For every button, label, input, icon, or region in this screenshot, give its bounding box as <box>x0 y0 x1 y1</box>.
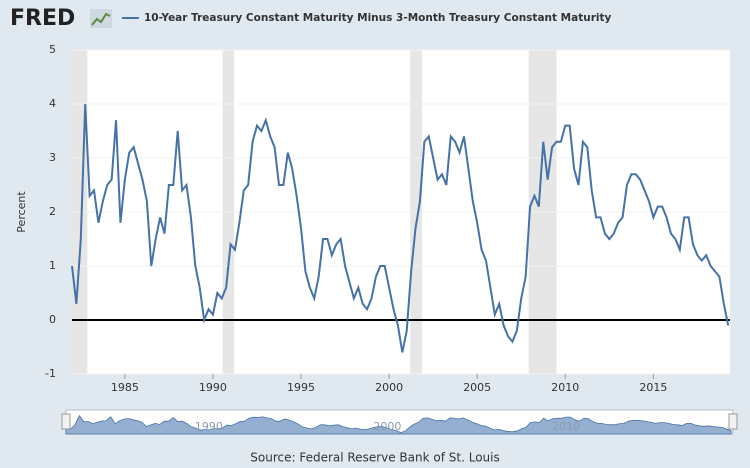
y-tick-label: 3 <box>49 151 56 164</box>
navigator-area <box>65 414 732 435</box>
navigator-tick-label: 1990 <box>195 420 223 433</box>
y-tick-label: 0 <box>49 313 56 326</box>
y-tick-label: 4 <box>49 97 56 110</box>
logo: FRED <box>10 6 75 31</box>
x-tick-label: 2015 <box>639 381 667 394</box>
navigator-handle[interactable] <box>728 413 738 430</box>
series-line <box>71 103 730 353</box>
x-tick-label: 2005 <box>463 381 491 394</box>
y-tick-label: 1 <box>49 259 56 272</box>
y-tick-label: -1 <box>45 367 56 380</box>
navigator-tick-label: 2010 <box>552 420 580 433</box>
y-tick-label: 2 <box>49 205 56 218</box>
x-tick-label: 1990 <box>199 381 227 394</box>
y-axis-label: Percent <box>15 191 28 233</box>
x-tick-label: 1985 <box>111 381 139 394</box>
y-tick-label: 5 <box>49 43 56 56</box>
x-tick-label: 2000 <box>375 381 403 394</box>
logo-icon <box>90 9 112 28</box>
x-tick-label: 2010 <box>551 381 579 394</box>
x-tick-label: 1995 <box>287 381 315 394</box>
legend-label: 10-Year Treasury Constant Maturity Minus… <box>144 12 612 24</box>
navigator-handle[interactable] <box>61 413 71 430</box>
source: Source: Federal Reserve Bank of St. Loui… <box>250 451 499 465</box>
navigator-tick-label: 2000 <box>373 420 401 433</box>
